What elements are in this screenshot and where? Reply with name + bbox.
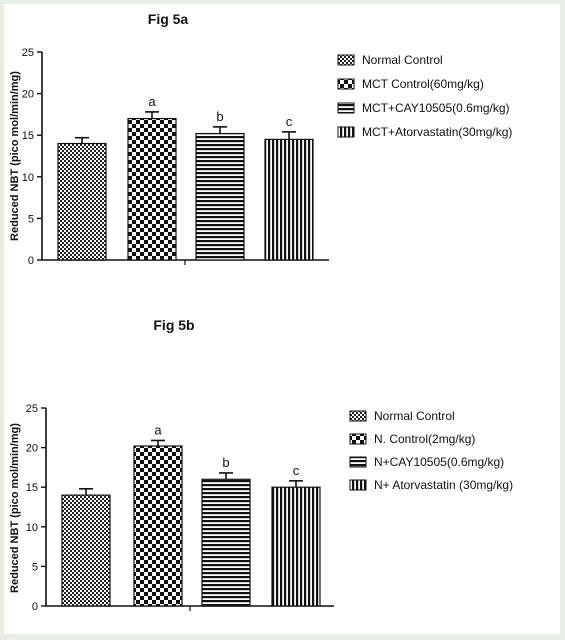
legend-swatch [349, 456, 367, 468]
legend-swatch [349, 479, 367, 491]
legend-swatch [337, 126, 355, 138]
y-tick-label: 5 [28, 213, 34, 225]
significance-label: a [148, 94, 156, 109]
legend-swatch [337, 102, 355, 114]
y-tick-label: 15 [26, 482, 38, 494]
y-tick-label: 20 [26, 443, 38, 455]
bars: a b c [61, 422, 321, 607]
legend-swatch [337, 78, 355, 90]
significance-label: b [216, 109, 223, 124]
legend: Normal Control N. Control(2mg/kg) N+CAY105… [349, 409, 513, 492]
figure-panel: Fig 5a Reduced NBT (pico mol/min/mg) 0 5 1… [4, 4, 560, 634]
bar [264, 138, 314, 261]
charts-canvas: Fig 5a Reduced NBT (pico mol/min/mg) 0 5 1… [9, 11, 513, 613]
significance-label: b [222, 455, 229, 470]
significance-label: c [293, 463, 300, 478]
chart-title: Fig 5a [148, 11, 189, 27]
y-axis-label: Reduced NBT (pico mol/min/mg) [9, 71, 21, 241]
chart-fig-5b: Fig 5b Reduced NBT (pico mol/min/mg) 0 5 1… [9, 317, 513, 613]
y-tick-label: 10 [22, 172, 34, 184]
y-tick-label: 15 [22, 130, 34, 142]
bar [201, 478, 251, 607]
legend-swatch [349, 410, 367, 422]
legend-label: Normal Control [374, 409, 455, 423]
bar [133, 445, 183, 607]
y-tick-label: 25 [22, 47, 34, 59]
significance-label: a [154, 422, 162, 437]
legend-swatch [349, 433, 367, 445]
bar [127, 117, 177, 261]
legend-label: N+ Atorvastatin (30mg/kg) [374, 478, 513, 492]
bar [61, 494, 111, 607]
y-tick-label: 5 [32, 561, 38, 573]
legend-label: MCT+Atorvastatin(30mg/kg) [362, 125, 512, 139]
legend-swatch [337, 54, 355, 66]
legend: Normal Control MCT Control(60mg/kg) MCT+CA… [337, 53, 512, 139]
y-tick-label: 25 [26, 403, 38, 415]
legend-label: Normal Control [362, 53, 443, 67]
bar [195, 132, 245, 261]
chart-title: Fig 5b [153, 317, 194, 333]
bars: a b c [57, 94, 314, 261]
y-tick-label: 0 [32, 601, 38, 613]
legend-label: N+CAY10505(0.6mg/kg) [374, 455, 504, 469]
bar [57, 142, 107, 261]
y-tick-label: 10 [26, 522, 38, 534]
significance-label: c [286, 114, 293, 129]
legend-label: N. Control(2mg/kg) [374, 432, 475, 446]
y-axis-label: Reduced NBT (pico mol/min/mg) [9, 423, 21, 593]
y-tick-label: 20 [22, 89, 34, 101]
legend-label: MCT Control(60mg/kg) [362, 77, 484, 91]
bar [271, 486, 321, 607]
chart-fig-5a: Fig 5a Reduced NBT (pico mol/min/mg) 0 5 1… [9, 11, 512, 267]
legend-label: MCT+CAY10505(0.6mg/kg) [362, 101, 510, 115]
y-tick-label: 0 [28, 255, 34, 267]
